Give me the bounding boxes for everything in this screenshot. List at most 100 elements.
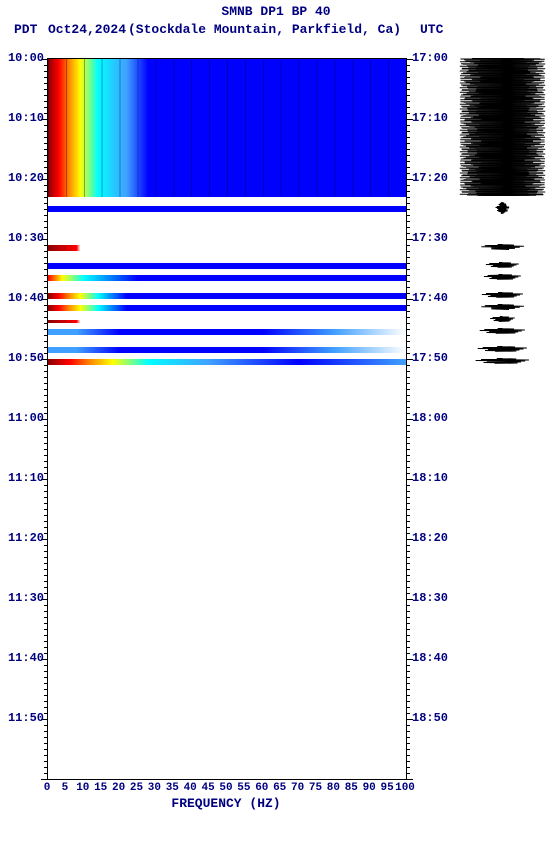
ytick — [406, 455, 410, 456]
xtick-label: 25 — [130, 782, 143, 794]
xtick-label: 20 — [112, 782, 125, 794]
ytick — [406, 707, 410, 708]
xtick-label: 40 — [184, 782, 197, 794]
ytick — [406, 107, 410, 108]
ytick — [406, 533, 410, 534]
ytick — [406, 341, 410, 342]
xaxis-title: FREQUENCY (HZ) — [47, 796, 405, 811]
ytick — [406, 275, 410, 276]
ytick — [406, 767, 410, 768]
ytick — [406, 641, 410, 642]
ytick — [406, 149, 410, 150]
ytick — [406, 545, 410, 546]
ytick — [406, 431, 410, 432]
ytick — [406, 701, 410, 702]
ytick — [406, 731, 410, 732]
ytick — [406, 221, 410, 222]
ytick — [406, 635, 410, 636]
spectrogram-band — [48, 311, 406, 320]
ytick — [406, 347, 410, 348]
seismogram-trace — [455, 358, 550, 364]
ytick — [406, 125, 410, 126]
ytick — [406, 287, 410, 288]
ytick — [406, 251, 410, 252]
ytick-label-right: 18:10 — [412, 471, 448, 485]
xtick-label: 80 — [327, 782, 340, 794]
ytick — [406, 689, 410, 690]
seismogram-trace — [455, 202, 550, 214]
ytick — [406, 515, 410, 516]
spectrogram-band — [48, 212, 406, 245]
ytick — [406, 167, 410, 168]
ytick — [406, 365, 410, 366]
seismogram-trace — [455, 316, 550, 322]
ytick — [406, 713, 410, 714]
ytick — [406, 155, 410, 156]
xtick-label: 70 — [291, 782, 304, 794]
ytick — [406, 353, 410, 354]
ytick — [406, 173, 410, 174]
seismogram-trace — [455, 58, 550, 196]
seismogram-trace — [455, 346, 550, 352]
ytick — [406, 449, 410, 450]
location-label: (Stockdale Mountain, Parkfield, Ca) — [128, 22, 401, 37]
ytick — [406, 647, 410, 648]
ytick — [406, 317, 410, 318]
xtick-label: 90 — [363, 782, 376, 794]
ytick — [406, 197, 410, 198]
ytick — [406, 425, 410, 426]
date-label: Oct24,2024 — [48, 22, 126, 37]
ytick — [406, 335, 410, 336]
ytick-label-right: 17:00 — [412, 51, 448, 65]
ytick — [406, 605, 410, 606]
ytick-label-right: 17:20 — [412, 171, 448, 185]
ytick — [406, 665, 410, 666]
ytick — [406, 395, 410, 396]
ytick — [406, 113, 410, 114]
ytick-label-right: 17:30 — [412, 231, 448, 245]
ytick — [406, 473, 410, 474]
ytick — [406, 521, 410, 522]
tz-left-label: PDT — [14, 22, 37, 37]
ytick — [406, 377, 410, 378]
ytick — [406, 161, 410, 162]
ytick — [406, 311, 410, 312]
ytick — [406, 281, 410, 282]
spectrogram-band — [48, 197, 406, 206]
ytick-label-left: 11:30 — [0, 591, 44, 605]
ytick-label-right: 18:20 — [412, 531, 448, 545]
seismogram-trace — [455, 262, 550, 268]
ytick — [406, 551, 410, 552]
ytick-label-right: 17:10 — [412, 111, 448, 125]
ytick — [406, 725, 410, 726]
xtick-label: 5 — [62, 782, 69, 794]
ytick-label-left: 10:10 — [0, 111, 44, 125]
ytick — [406, 209, 410, 210]
tz-right-label: UTC — [420, 22, 443, 37]
ytick — [406, 329, 410, 330]
ytick — [406, 761, 410, 762]
ytick — [406, 215, 410, 216]
ytick — [406, 695, 410, 696]
seismogram-panel — [455, 58, 550, 778]
xtick-label: 55 — [237, 782, 250, 794]
ytick — [406, 611, 410, 612]
ytick-label-left: 10:30 — [0, 231, 44, 245]
ytick — [406, 191, 410, 192]
ytick — [406, 593, 410, 594]
ytick — [406, 71, 410, 72]
ytick — [406, 407, 410, 408]
xtick-label: 45 — [201, 782, 214, 794]
ytick — [406, 497, 410, 498]
ytick — [406, 677, 410, 678]
xtick-label: 95 — [380, 782, 393, 794]
seismogram-trace — [455, 274, 550, 280]
ytick-label-left: 10:40 — [0, 291, 44, 305]
seismogram-trace — [455, 304, 550, 310]
ytick-label-right: 18:40 — [412, 651, 448, 665]
ytick — [406, 227, 410, 228]
ytick — [406, 401, 410, 402]
ytick-label-left: 10:20 — [0, 171, 44, 185]
ytick — [406, 263, 410, 264]
ytick — [406, 443, 410, 444]
